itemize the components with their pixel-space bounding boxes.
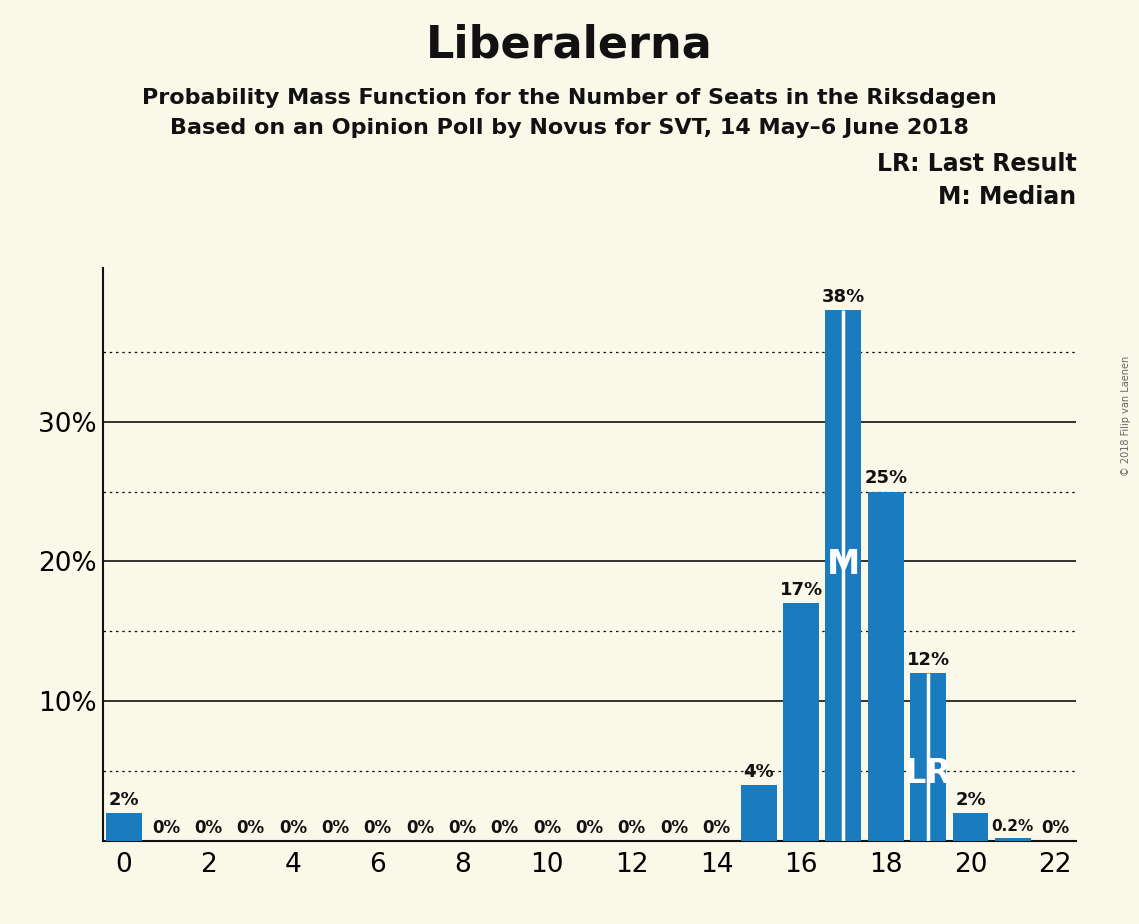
- Text: 4%: 4%: [744, 762, 775, 781]
- Text: © 2018 Filip van Laenen: © 2018 Filip van Laenen: [1121, 356, 1131, 476]
- Text: Probability Mass Function for the Number of Seats in the Riksdagen: Probability Mass Function for the Number…: [142, 88, 997, 108]
- Text: 0%: 0%: [279, 820, 308, 837]
- Bar: [952, 813, 989, 841]
- Text: 0.2%: 0.2%: [992, 819, 1034, 833]
- Text: LR: LR: [904, 758, 952, 790]
- Text: 0%: 0%: [1041, 820, 1070, 837]
- Text: M: M: [827, 548, 860, 581]
- Text: 0%: 0%: [661, 820, 688, 837]
- Text: 2%: 2%: [108, 791, 139, 808]
- Text: 0%: 0%: [321, 820, 350, 837]
- Text: 25%: 25%: [865, 469, 908, 487]
- Bar: [106, 813, 141, 841]
- Text: 12%: 12%: [907, 651, 950, 669]
- Text: 0%: 0%: [617, 820, 646, 837]
- Text: 0%: 0%: [449, 820, 476, 837]
- Bar: [784, 603, 819, 841]
- Text: 0%: 0%: [363, 820, 392, 837]
- Text: 0%: 0%: [237, 820, 264, 837]
- Text: 0%: 0%: [405, 820, 434, 837]
- Text: 17%: 17%: [779, 581, 822, 599]
- Text: 2%: 2%: [956, 791, 986, 808]
- Bar: [740, 785, 777, 841]
- Text: 38%: 38%: [822, 287, 866, 306]
- Text: Liberalerna: Liberalerna: [426, 23, 713, 67]
- Bar: [910, 674, 947, 841]
- Text: LR: Last Result: LR: Last Result: [877, 152, 1076, 176]
- Text: 0%: 0%: [533, 820, 562, 837]
- Text: 0%: 0%: [575, 820, 604, 837]
- Text: 0%: 0%: [703, 820, 730, 837]
- Text: M: Median: M: Median: [939, 185, 1076, 209]
- Text: 0%: 0%: [151, 820, 180, 837]
- Text: 0%: 0%: [491, 820, 518, 837]
- Text: Based on an Opinion Poll by Novus for SVT, 14 May–6 June 2018: Based on an Opinion Poll by Novus for SV…: [170, 118, 969, 139]
- Bar: [826, 310, 861, 841]
- Bar: [994, 838, 1031, 841]
- Bar: [868, 492, 904, 841]
- Text: 0%: 0%: [195, 820, 222, 837]
